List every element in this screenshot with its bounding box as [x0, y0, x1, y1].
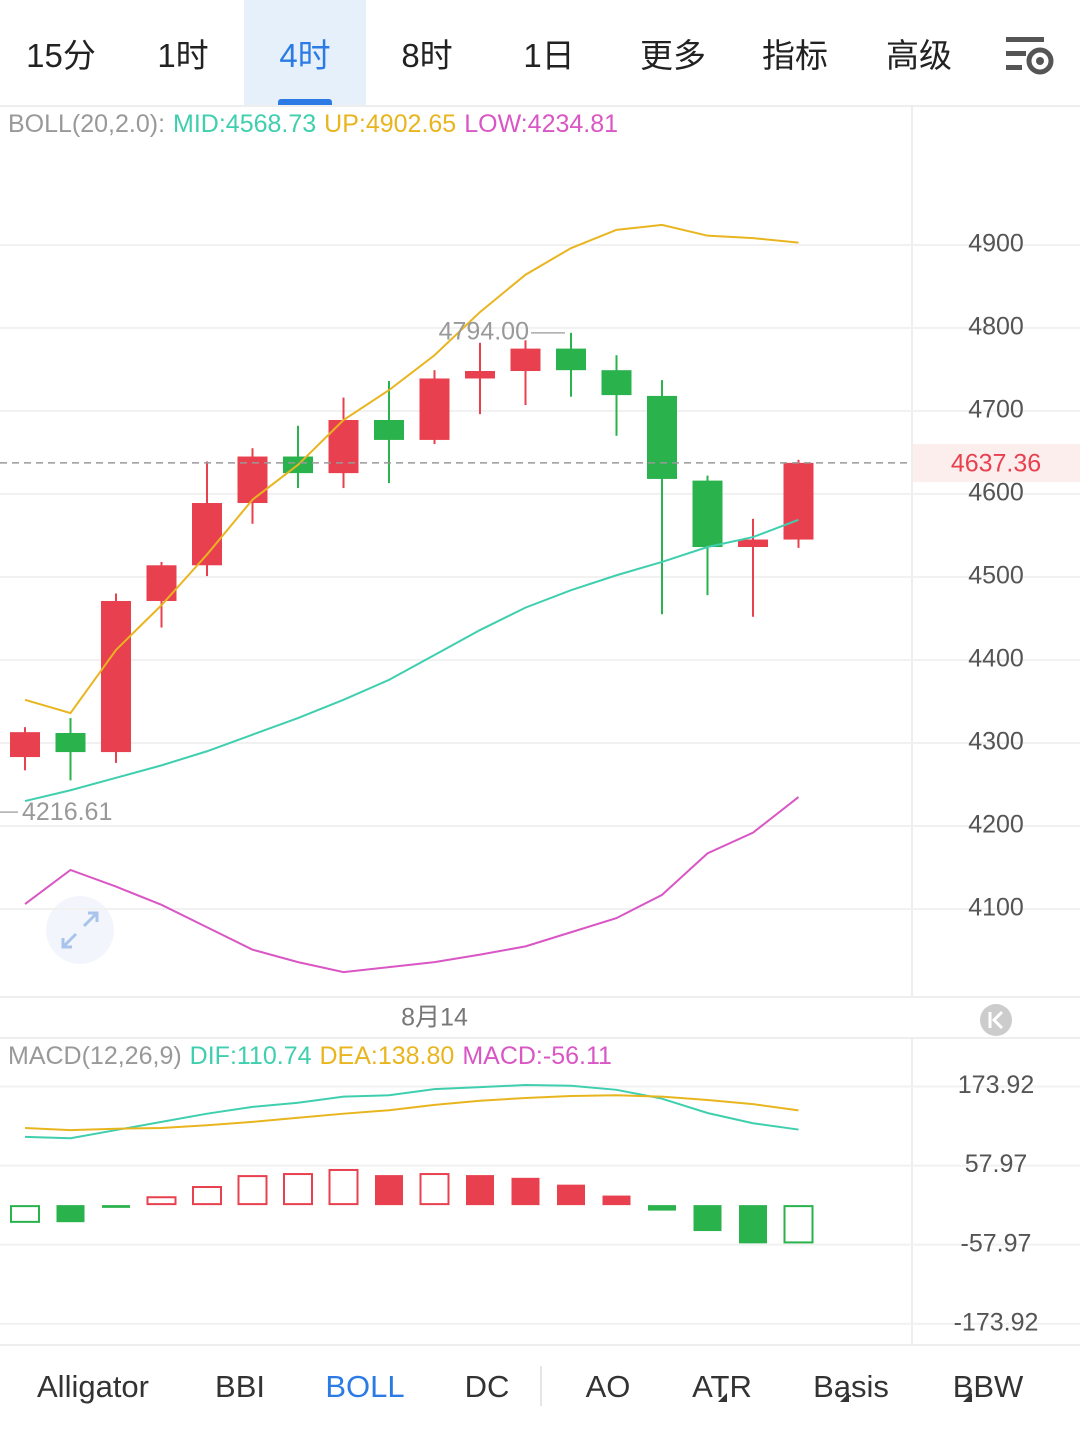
dropdown-arrow	[840, 1393, 849, 1402]
y-tick-label: 4600	[968, 478, 1024, 506]
indicator-line	[24, 223, 799, 715]
legend-entry: DIF:110.74	[190, 1042, 312, 1070]
y-tick-label: 4900	[968, 229, 1024, 257]
legend-entry: MACD:-56.11	[462, 1042, 612, 1070]
current-price-label: 4637.36	[951, 449, 1041, 477]
macd-bar	[557, 1184, 585, 1206]
tab[interactable]: 15分	[26, 37, 96, 74]
macd-bar	[648, 1205, 676, 1211]
indicator-tab[interactable]: BOLL	[325, 1369, 405, 1404]
candle-body	[328, 419, 359, 474]
indicator-tab[interactable]: Basis	[813, 1369, 889, 1404]
candle-body	[783, 462, 814, 540]
candle-body	[374, 419, 404, 440]
indicator-tab[interactable]: Alligator	[37, 1369, 149, 1404]
macd-bar	[56, 1205, 85, 1223]
candle-body	[465, 371, 495, 379]
legend: MACD(12,26,9) DIF:110.74 DEA:138.80 MACD:-5…	[8, 1042, 612, 1070]
indicator-line	[24, 1094, 799, 1132]
reset-icon[interactable]	[980, 1004, 1012, 1036]
macd-bar	[466, 1175, 494, 1206]
candle-body	[419, 378, 450, 440]
macd-bar	[375, 1175, 403, 1206]
candle-body	[510, 348, 541, 372]
y-tick-label: 4500	[968, 562, 1024, 590]
macd-bar	[419, 1173, 450, 1206]
tab[interactable]: 指标	[762, 37, 828, 74]
dropdown-arrow	[718, 1393, 727, 1402]
macd-bar	[739, 1205, 767, 1244]
dropdown-arrow	[963, 1393, 972, 1402]
candle-body	[601, 370, 632, 396]
candle-body	[10, 732, 40, 758]
indicator-line	[24, 518, 799, 803]
indicator-line	[24, 1084, 799, 1140]
legend-title: BOLL(20,2.0):	[8, 110, 165, 138]
macd-bar	[783, 1205, 814, 1244]
tab[interactable]: 8时	[401, 37, 453, 74]
expand-icon[interactable]	[46, 896, 114, 964]
tab[interactable]: 更多	[640, 37, 706, 74]
y-tick-label: 173.92	[958, 1071, 1034, 1099]
y-tick-label: 57.97	[965, 1150, 1028, 1178]
y-tick-label: 4800	[968, 312, 1024, 340]
indicator-tab[interactable]: BBW	[952, 1369, 1024, 1404]
legend-title: MACD(12,26,9)	[8, 1042, 182, 1070]
y-tick-label: -173.92	[954, 1308, 1039, 1336]
current-price-tag	[913, 443, 1080, 482]
candle-body	[647, 395, 677, 479]
indicator-tab[interactable]: AO	[585, 1369, 631, 1404]
legend: BOLL(20,2.0): MID:4568.73 UP:4902.65 LOW:42…	[8, 110, 618, 138]
candle-body	[101, 600, 131, 753]
y-tick-label: 4400	[968, 645, 1024, 673]
tab[interactable]: 1时	[157, 37, 209, 74]
y-tick-label: -57.97	[961, 1229, 1032, 1257]
macd-bar	[693, 1205, 722, 1232]
candle-body	[237, 456, 268, 504]
macd-bar	[283, 1173, 313, 1206]
min-label: 4216.61	[22, 798, 112, 826]
indicator-tab[interactable]: BBI	[215, 1369, 265, 1404]
x-tick-label: 8月14	[401, 1004, 468, 1032]
macd-bar	[102, 1205, 130, 1208]
max-label: 4794.00	[439, 317, 529, 345]
macd-bar	[602, 1195, 631, 1206]
candle-body	[692, 480, 723, 548]
candle-body	[556, 348, 586, 371]
legend-entry: LOW:4234.81	[464, 110, 618, 138]
macd-bar	[237, 1175, 268, 1206]
indicator-tab[interactable]: DC	[464, 1369, 510, 1404]
tab[interactable]: 高级	[886, 37, 952, 74]
legend-entry: MID:4568.73	[173, 110, 316, 138]
macd-bar	[511, 1177, 540, 1206]
macd-bar	[328, 1168, 359, 1206]
tab[interactable]: 1日	[523, 37, 575, 74]
macd-bar	[146, 1196, 177, 1206]
settings-icon[interactable]	[1004, 34, 1056, 76]
candle-body	[55, 732, 86, 753]
y-tick-label: 4100	[968, 894, 1024, 922]
y-tick-label: 4300	[968, 728, 1024, 756]
candle-body	[738, 539, 768, 548]
tab[interactable]: 4时	[244, 0, 366, 105]
macd-bar	[192, 1186, 222, 1206]
y-tick-label: 4700	[968, 395, 1024, 423]
y-tick-label: 4200	[968, 811, 1024, 839]
indicator-line	[24, 796, 800, 974]
macd-bar	[10, 1205, 40, 1223]
divider	[540, 1366, 542, 1406]
candle-body	[146, 565, 177, 601]
legend-entry: DEA:138.80	[320, 1042, 455, 1070]
legend-entry: UP:4902.65	[324, 110, 456, 138]
indicator-tab[interactable]: ATR	[692, 1369, 752, 1404]
chart: 4100 4200 4300 4400 4500 4600 4700 4800 4900 BOLL…	[0, 105, 1080, 1346]
